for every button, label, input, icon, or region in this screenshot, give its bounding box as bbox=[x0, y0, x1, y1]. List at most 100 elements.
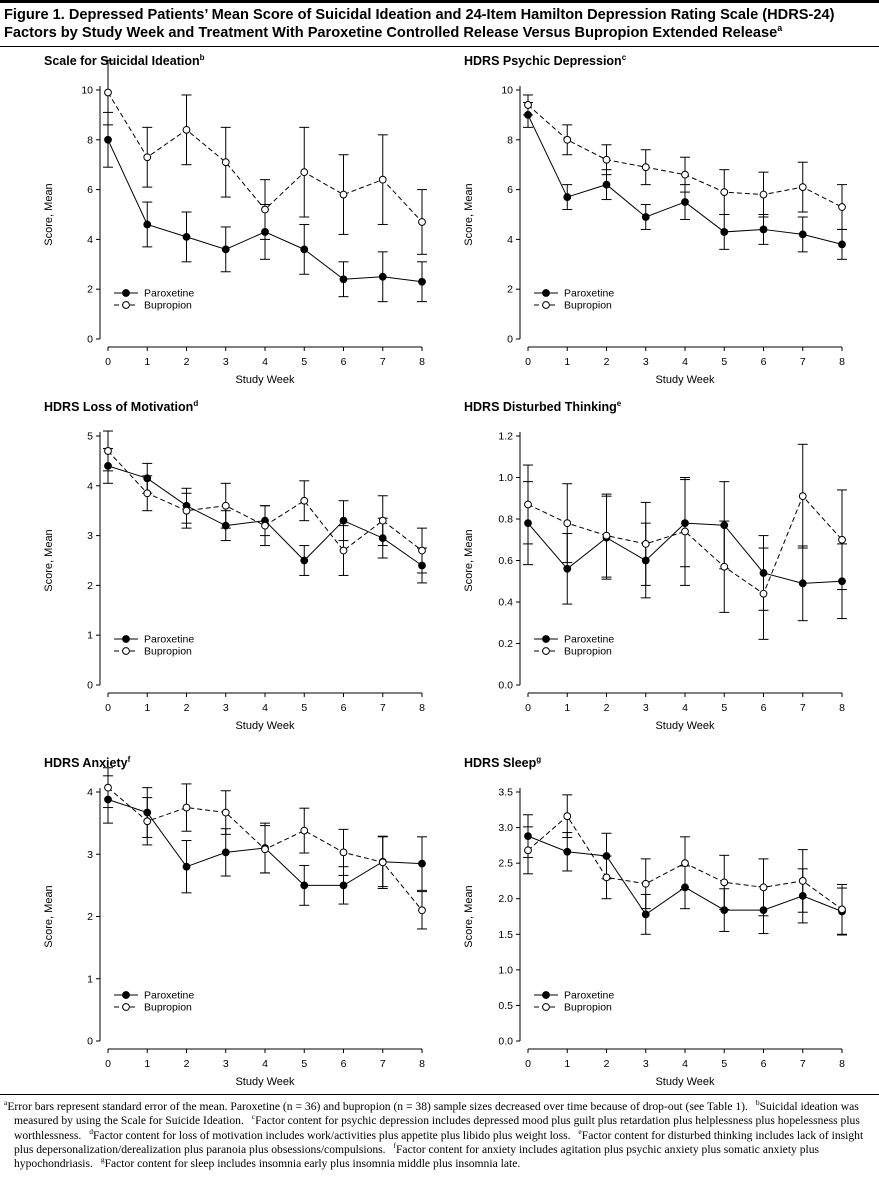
y-tick-label: 2 bbox=[87, 911, 93, 923]
x-tick-label: 6 bbox=[341, 356, 347, 368]
data-point bbox=[339, 190, 348, 199]
y-tick-label: 10 bbox=[81, 85, 93, 97]
data-point bbox=[261, 205, 269, 214]
data-point bbox=[143, 817, 152, 826]
chart-title-text: HDRS Psychic Depression bbox=[464, 54, 622, 68]
data-point bbox=[261, 845, 269, 854]
legend-label: Bupropion bbox=[144, 1002, 192, 1014]
data-point bbox=[221, 808, 230, 817]
x-tick-label: 1 bbox=[144, 356, 150, 368]
y-tick-label: 0.2 bbox=[498, 638, 513, 650]
x-tick-label: 0 bbox=[525, 1058, 531, 1070]
x-tick-label: 2 bbox=[604, 702, 610, 714]
x-tick-label: 6 bbox=[761, 1058, 767, 1070]
data-point bbox=[300, 496, 309, 505]
chart-title-marker: g bbox=[536, 754, 542, 764]
x-tick-label: 1 bbox=[144, 1058, 150, 1070]
chart-title: HDRS Anxietyf bbox=[44, 754, 131, 770]
footnote-rule bbox=[0, 1094, 879, 1095]
x-tick-label: 0 bbox=[105, 702, 111, 714]
x-tick-label: 0 bbox=[525, 356, 531, 368]
x-tick-label: 2 bbox=[184, 1058, 190, 1070]
data-point bbox=[641, 910, 650, 919]
y-tick-label: 0.4 bbox=[498, 597, 513, 609]
data-point bbox=[104, 88, 112, 97]
data-point bbox=[221, 501, 230, 510]
chart-title: HDRS Disturbed Thinkinge bbox=[464, 399, 621, 414]
x-axis-label: Study Week bbox=[235, 374, 295, 386]
x-tick-label: 8 bbox=[419, 356, 425, 368]
x-tick-label: 1 bbox=[564, 1058, 570, 1070]
legend-label: Paroxetine bbox=[144, 288, 194, 300]
footnote-text: Factor content for psychic depression in… bbox=[14, 1114, 860, 1142]
data-point bbox=[602, 531, 611, 540]
chart-svg: 0 1 2 3 4 0 1 2 3 4 5 6 7 8 Study Week Score, Mean Parox… bbox=[43, 767, 427, 1088]
footnote-marker: a bbox=[4, 1098, 8, 1108]
footnote-marker: b bbox=[755, 1098, 760, 1108]
data-point bbox=[524, 101, 532, 109]
y-tick-label: 1.0 bbox=[498, 964, 513, 976]
footnote-text: Error bars represent standard error of t… bbox=[7, 1100, 748, 1113]
data-point bbox=[759, 190, 768, 199]
data-point bbox=[563, 519, 572, 528]
y-tick-label: 6 bbox=[87, 184, 93, 196]
data-point bbox=[418, 546, 426, 555]
figure-title-marker: a bbox=[777, 23, 783, 34]
data-point bbox=[759, 883, 768, 892]
x-tick-label: 0 bbox=[105, 356, 111, 368]
x-tick-label: 1 bbox=[564, 356, 570, 368]
series-bupropion bbox=[523, 94, 847, 230]
data-point bbox=[143, 220, 152, 229]
data-point bbox=[143, 489, 152, 498]
data-point bbox=[798, 579, 807, 588]
y-tick-label: 3.0 bbox=[498, 822, 513, 834]
x-tick-label: 0 bbox=[105, 1058, 111, 1070]
data-point bbox=[720, 188, 729, 196]
data-point bbox=[418, 218, 426, 226]
data-point bbox=[221, 848, 230, 857]
x-tick-label: 4 bbox=[262, 1058, 268, 1070]
chart-title-marker: f bbox=[127, 754, 131, 764]
footnote-marker: f bbox=[393, 1141, 396, 1151]
y-axis-label: Score, Mean bbox=[463, 183, 475, 245]
x-tick-label: 8 bbox=[839, 356, 845, 368]
x-tick-label: 7 bbox=[380, 702, 386, 714]
data-point bbox=[563, 847, 572, 856]
x-tick-label: 3 bbox=[223, 356, 229, 368]
data-point bbox=[221, 158, 230, 167]
y-tick-label: 0 bbox=[87, 334, 93, 346]
data-point bbox=[602, 155, 611, 164]
legend-marker bbox=[122, 301, 130, 309]
chart-title-marker: b bbox=[199, 52, 205, 62]
data-point bbox=[563, 564, 572, 573]
data-point bbox=[641, 540, 650, 548]
x-tick-label: 4 bbox=[682, 356, 688, 368]
y-tick-label: 5 bbox=[87, 431, 93, 443]
y-tick-label: 1.0 bbox=[498, 472, 513, 484]
data-point bbox=[261, 521, 269, 530]
data-point bbox=[524, 846, 532, 855]
legend-label: Bupropion bbox=[564, 1002, 612, 1014]
data-point bbox=[300, 826, 309, 835]
y-tick-label: 0.6 bbox=[498, 555, 513, 567]
y-tick-label: 0.5 bbox=[498, 1000, 513, 1012]
chart-title: HDRS Psychic Depressionc bbox=[464, 53, 626, 68]
chart-svg: 0.0 0.2 0.4 0.6 0.8 1.0 1.2 0 1 2 3 4 5 6 7 8 Study Week… bbox=[463, 431, 847, 732]
y-tick-label: 10 bbox=[501, 85, 513, 97]
data-point bbox=[720, 228, 729, 236]
y-tick-label: 2 bbox=[87, 580, 93, 592]
y-axis-label: Score, Mean bbox=[463, 885, 475, 947]
chart-title: HDRS Sleepg bbox=[464, 754, 542, 770]
data-point bbox=[681, 198, 689, 206]
y-axis-label: Score, Mean bbox=[43, 183, 55, 245]
x-tick-label: 2 bbox=[184, 356, 190, 368]
data-point bbox=[759, 589, 768, 598]
data-point bbox=[339, 275, 348, 284]
legend-label: Paroxetine bbox=[144, 990, 194, 1002]
legend-label: Paroxetine bbox=[144, 634, 194, 646]
y-tick-label: 0.0 bbox=[498, 680, 513, 692]
chart-svg: 0 1 2 3 4 5 0 1 2 3 4 5 6 7 8 Study Week Score, Mean Paro… bbox=[43, 431, 427, 732]
x-axis-label: Study Week bbox=[655, 1076, 715, 1088]
legend-marker bbox=[122, 647, 130, 655]
data-point bbox=[104, 783, 112, 792]
